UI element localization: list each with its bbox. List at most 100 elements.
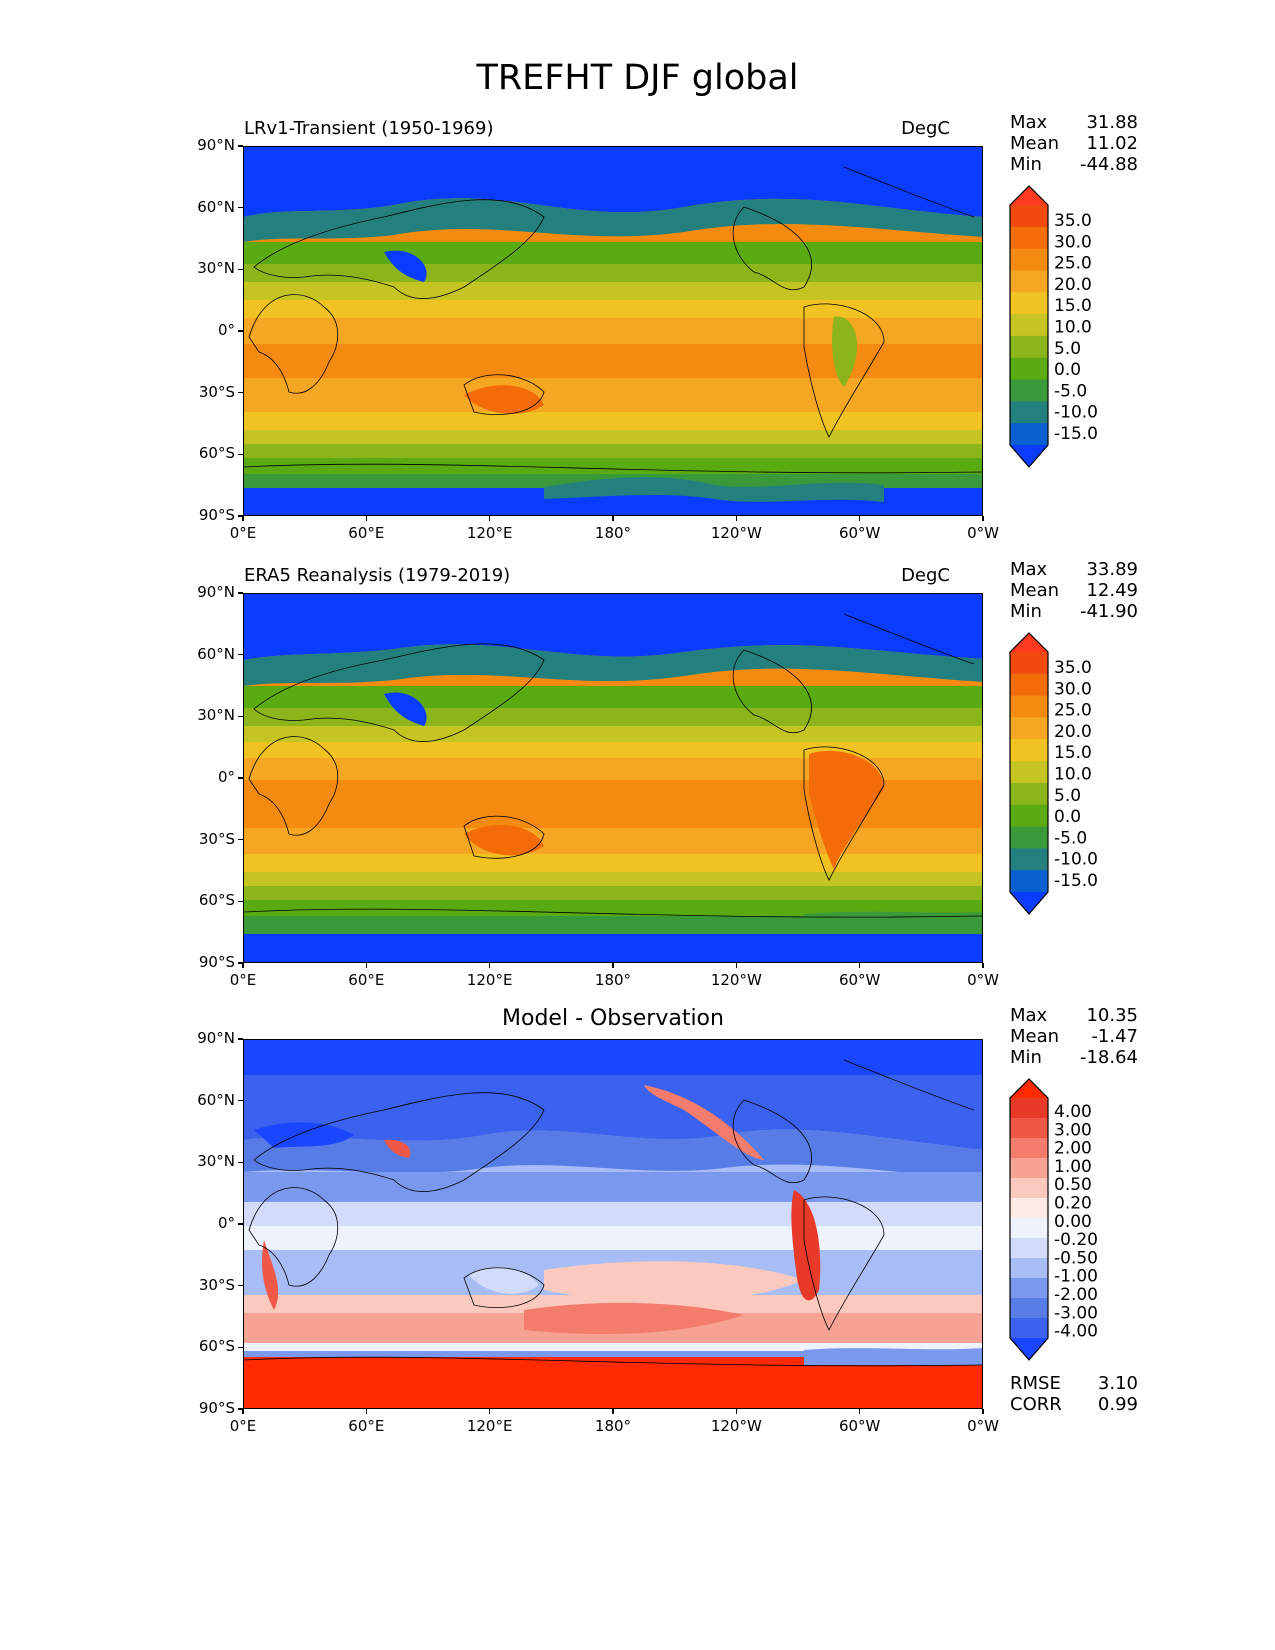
y-tick-mark — [238, 1100, 243, 1102]
x-tick-mark — [612, 963, 614, 968]
colorbar-segment — [1010, 761, 1048, 784]
x-tick-mark — [735, 963, 738, 968]
colorbar-tick-label: 5.0 — [1054, 786, 1081, 806]
y-tick-label: 60°N — [197, 197, 235, 216]
panel2-units: DegC — [901, 565, 950, 586]
y-tick-label: 60°S — [198, 1337, 235, 1356]
colorbar-outline — [1009, 632, 1049, 915]
x-tick-mark — [242, 963, 244, 968]
x-tick-label: 0°W — [967, 524, 999, 542]
colorbar-segment — [1010, 205, 1048, 228]
x-tick-label: 180° — [594, 971, 632, 989]
y-tick-mark — [238, 453, 243, 456]
y-tick-mark — [238, 777, 243, 779]
colorbar-segment — [1010, 1138, 1048, 1159]
colorbar-top-extend — [1010, 1079, 1048, 1098]
colorbar-tick-label: -1.00 — [1054, 1267, 1098, 1287]
y-tick-mark — [238, 1223, 243, 1225]
max-label: Max — [1010, 112, 1048, 133]
min-value: -18.64 — [1079, 1047, 1138, 1068]
colorbar-tick-label: 25.0 — [1054, 254, 1092, 274]
rmse-value: 3.10 — [1097, 1373, 1138, 1394]
y-tick-label: 60°S — [198, 444, 235, 463]
colorbar-top-extend — [1010, 633, 1048, 652]
colorbar-tick-label: 35.0 — [1054, 211, 1092, 231]
max-label: Max — [1010, 1005, 1048, 1026]
colorbar-segment — [1010, 1258, 1048, 1279]
colorbar-outline — [1009, 185, 1049, 468]
x-tick-label: 0°E — [229, 1417, 257, 1435]
colorbar-segment — [1010, 717, 1048, 740]
colorbar-tick-label: 20.0 — [1054, 275, 1092, 295]
colorbar-tick-label: -15.0 — [1054, 871, 1098, 891]
x-tick-mark — [365, 516, 368, 521]
colorbar-segment — [1010, 695, 1048, 718]
mean-label: Mean — [1010, 580, 1060, 601]
x-tick-label: 180° — [594, 524, 632, 542]
x-tick-label: 60°W — [838, 971, 881, 989]
x-tick-label: 120°W — [710, 524, 762, 542]
colorbar-segment — [1010, 335, 1048, 359]
y-tick-label: 60°N — [197, 644, 235, 663]
colorbar-tick-label: 0.50 — [1054, 1175, 1092, 1195]
colorbar-tick-label: 10.0 — [1054, 318, 1092, 338]
corr-metric: CORR 0.99 — [1010, 1394, 1138, 1416]
panel1-min: Min -44.88 — [1010, 154, 1138, 176]
colorbar-tick-label: 4.00 — [1054, 1102, 1092, 1122]
colorbar-outline — [1009, 1078, 1049, 1361]
y-tick-mark — [238, 145, 243, 147]
panel1-title: LRv1-Transient (1950-1969) — [244, 118, 494, 139]
colorbar-tick-label: 20.0 — [1054, 722, 1092, 742]
min-label: Min — [1010, 1047, 1042, 1068]
x-tick-label: 60°E — [348, 971, 385, 989]
mean-label: Mean — [1010, 133, 1060, 154]
x-tick-mark — [365, 1409, 368, 1414]
y-tick-mark — [238, 962, 243, 964]
colorbar-top-extend — [1010, 186, 1048, 205]
colorbar-segment — [1010, 1318, 1048, 1339]
panel3-map — [243, 1039, 983, 1409]
x-tick-label: 120°W — [710, 1417, 762, 1435]
y-tick-label: 90°S — [198, 1399, 235, 1417]
x-tick-mark — [612, 516, 614, 521]
panel1-map — [243, 146, 983, 516]
y-tick-mark — [238, 1346, 243, 1349]
colorbar-segment — [1010, 739, 1048, 762]
y-tick-mark — [238, 515, 243, 517]
panel2-max: Max 33.89 — [1010, 559, 1138, 581]
colorbar-segment — [1010, 1218, 1048, 1239]
colorbar-segment — [1010, 1298, 1048, 1319]
y-tick-label: 60°N — [197, 1090, 235, 1109]
colorbar-segment — [1010, 1238, 1048, 1259]
y-tick-mark — [238, 1285, 243, 1287]
rmse-metric: RMSE 3.10 — [1010, 1373, 1138, 1395]
y-tick-mark — [238, 268, 243, 271]
colorbar-segment — [1010, 292, 1048, 315]
y-tick-label: 90°S — [198, 506, 235, 524]
colorbar-segment — [1010, 826, 1048, 849]
colorbar-segment — [1010, 248, 1048, 271]
panel2-map — [243, 593, 983, 963]
x-tick-mark — [982, 516, 984, 521]
colorbar-tick-label: 0.0 — [1054, 360, 1081, 380]
panel3-max: Max 10.35 — [1010, 1005, 1138, 1027]
colorbar-segment — [1010, 401, 1048, 424]
x-tick-label: 60°W — [838, 1417, 881, 1435]
x-tick-label: 120°E — [466, 524, 513, 542]
colorbar-tick-label: 15.0 — [1054, 743, 1092, 763]
max-value: 33.89 — [1086, 559, 1138, 580]
colorbar-segment — [1010, 423, 1048, 446]
panel3-title: Model - Observation — [502, 1006, 724, 1031]
y-tick-mark — [238, 900, 243, 903]
x-tick-label: 120°E — [466, 1417, 513, 1435]
colorbar-tick-label: -5.0 — [1054, 828, 1087, 848]
colorbar-segment — [1010, 1118, 1048, 1139]
y-tick-mark — [238, 715, 243, 718]
y-tick-mark — [238, 839, 243, 841]
colorbar-segment — [1010, 1198, 1048, 1219]
y-tick-label: 30°S — [198, 1275, 235, 1294]
x-tick-mark — [859, 963, 861, 968]
panel1-mean: Mean 11.02 — [1010, 133, 1138, 155]
x-tick-label: 0°W — [967, 971, 999, 989]
min-label: Min — [1010, 601, 1042, 622]
